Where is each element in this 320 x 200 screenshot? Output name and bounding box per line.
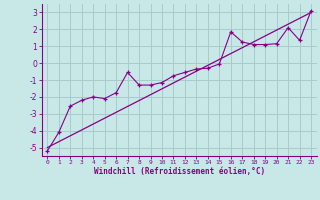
X-axis label: Windchill (Refroidissement éolien,°C): Windchill (Refroidissement éolien,°C) — [94, 167, 265, 176]
